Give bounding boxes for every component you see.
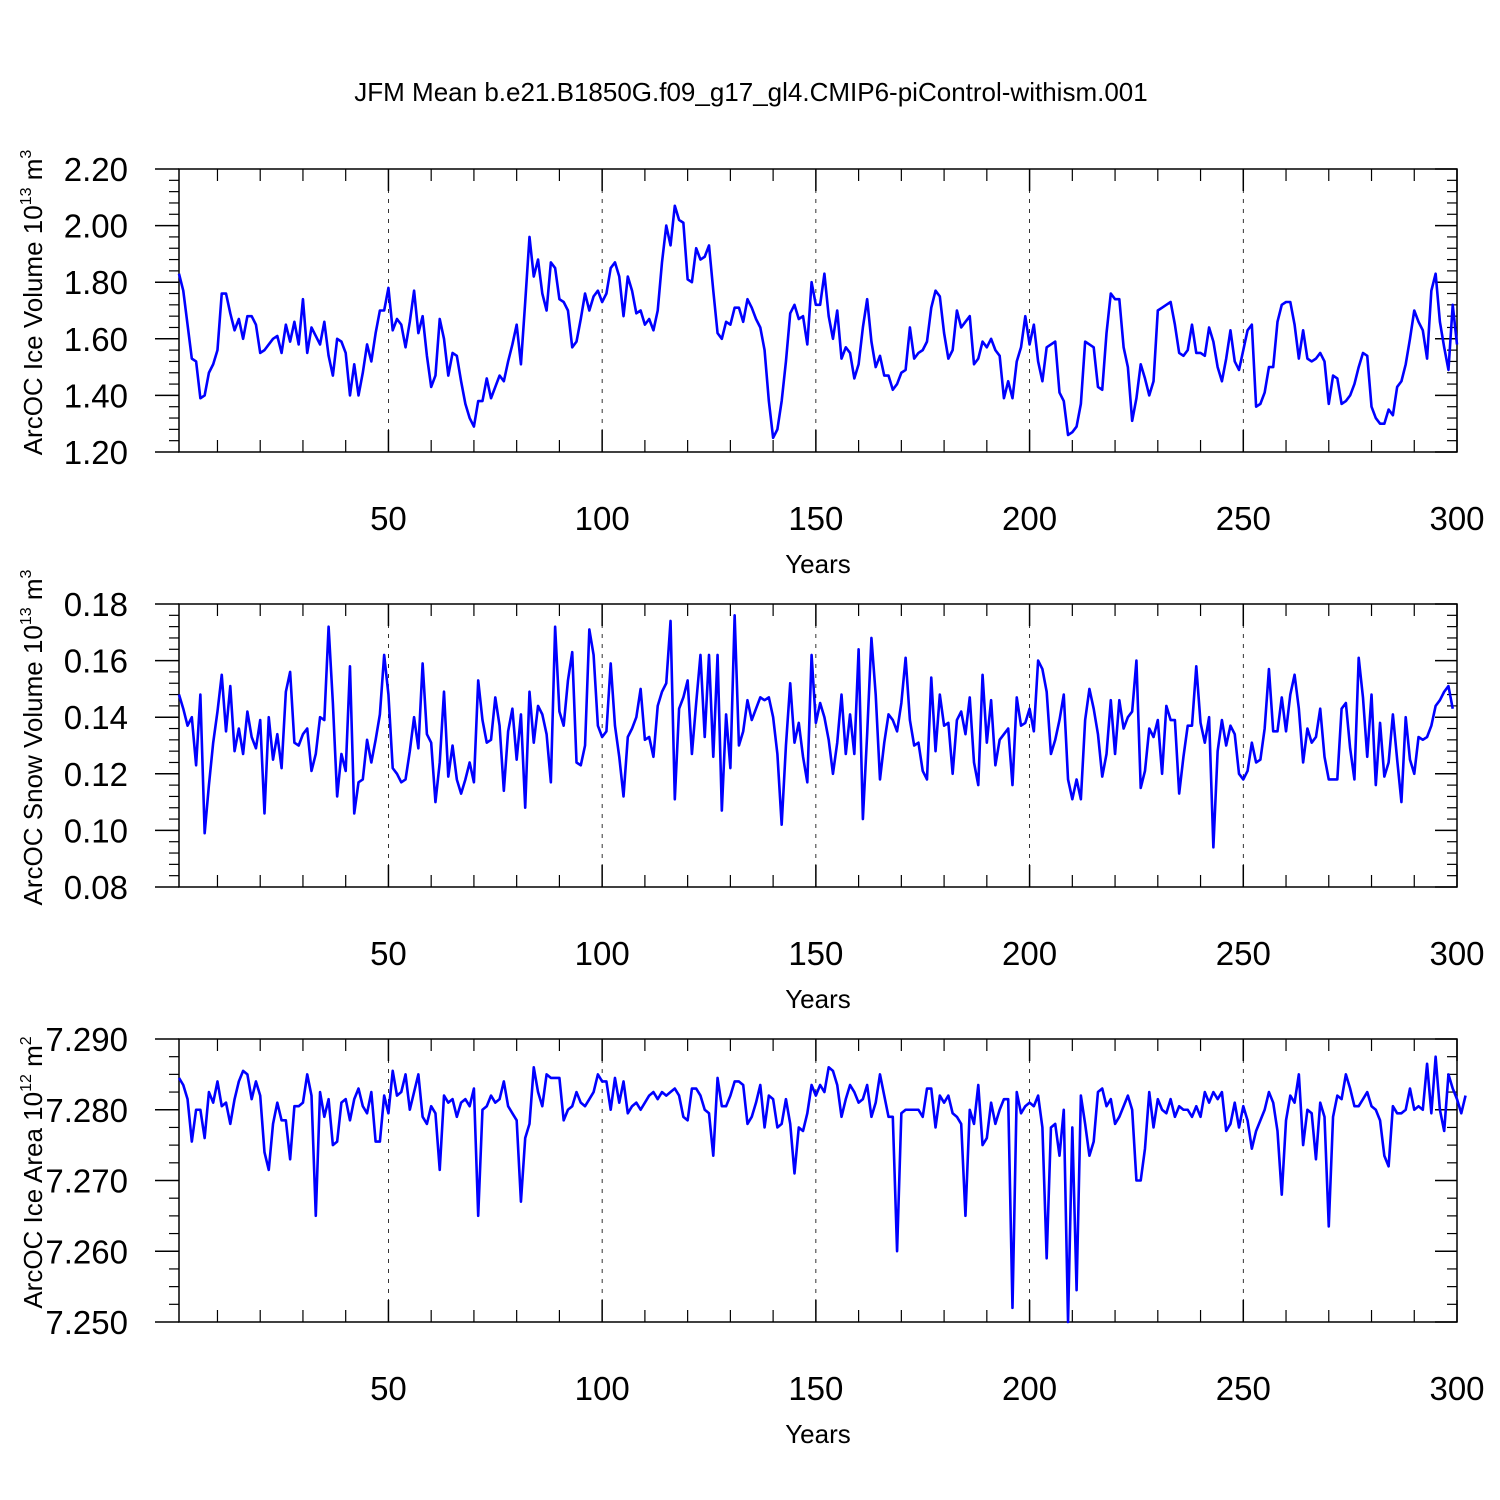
x-tick-label-ice-area: 250 [1216, 1370, 1271, 1407]
y-axis-title-text: m [18, 578, 48, 607]
x-tick-label-ice-area: 300 [1429, 1370, 1484, 1407]
x-tick-label-ice-volume: 100 [575, 500, 630, 537]
panel-ice-volume: 50 100 150 200 250 300 1.20 1.40 1.60 1.80 2.00 2.2… [18, 150, 1485, 579]
x-axis-title-snow-volume: Years [785, 984, 851, 1014]
x-axis-title-ice-area: Years [785, 1419, 851, 1449]
plot-frame-snow-volume [178, 603, 1458, 888]
x-tick-label-snow-volume: 250 [1216, 935, 1271, 972]
y-axis-title-superscript: 3 [18, 569, 35, 578]
x-tick-label-ice-volume: 200 [1002, 500, 1057, 537]
x-tick-label-ice-volume: 50 [370, 500, 407, 537]
x-tick-label-snow-volume: 50 [370, 935, 407, 972]
y-tick-label-ice-volume: 1.80 [64, 264, 128, 301]
x-tick-label-ice-area: 200 [1002, 1370, 1057, 1407]
x-tick-label-snow-volume: 100 [575, 935, 630, 972]
y-axis-title-text: ArcOC Ice Volume 10 [18, 205, 48, 455]
y-tick-label-snow-volume: 0.08 [64, 869, 128, 906]
panel-ice-area: 50 100 150 200 250 300 7.250 7.260 7.270 7.280 7.2… [18, 1021, 1485, 1449]
y-axis-title-superscript: 12 [18, 1074, 35, 1092]
x-tick-label-snow-volume: 200 [1002, 935, 1057, 972]
x-axis-title-ice-volume: Years [785, 549, 851, 579]
y-tick-label-ice-volume: 2.20 [64, 151, 128, 188]
y-tick-label-ice-area: 7.280 [45, 1092, 128, 1129]
x-tick-label-ice-volume: 150 [788, 500, 843, 537]
panel-snow-volume: 50 100 150 200 250 300 0.08 0.10 0.12 0.14 0.16 0.1… [18, 569, 1485, 1014]
plot-frame-ice-area [178, 1038, 1458, 1323]
y-tick-label-snow-volume: 0.16 [64, 643, 128, 680]
y-tick-label-snow-volume: 0.12 [64, 756, 128, 793]
y-tick-label-ice-area: 7.260 [45, 1233, 128, 1270]
y-tick-label-snow-volume: 0.18 [64, 586, 128, 623]
x-tick-label-snow-volume: 150 [788, 935, 843, 972]
panels-group: 50 100 150 200 250 3001.201.401.601.802.002.2… [18, 150, 1485, 1449]
y-axis-title-text: ArcOC Ice Area 10 [18, 1092, 48, 1309]
y-axis-title-text: ArcOC Snow Volume 10 [18, 625, 48, 905]
y-tick-label-ice-area: 7.290 [45, 1021, 128, 1058]
y-axis-title-text: m [18, 1045, 48, 1074]
x-tick-label-ice-area: 100 [575, 1370, 630, 1407]
y-tick-label-snow-volume: 0.10 [64, 812, 128, 849]
y-axis-title-snow-volume: ArcOC Snow Volume 1013 m3 [18, 569, 48, 905]
x-tick-label-ice-area: 150 [788, 1370, 843, 1407]
y-tick-label-ice-volume: 1.40 [64, 377, 128, 414]
y-axis-title-ice-volume: ArcOC Ice Volume 1013 m3 [18, 150, 48, 456]
series-line-ice-area [177, 1055, 1467, 1324]
y-axis-title-text: m [18, 159, 48, 188]
y-axis-title-superscript: 2 [18, 1036, 35, 1045]
x-tick-label-snow-volume: 300 [1429, 935, 1484, 972]
series-line-snow-volume [177, 614, 1455, 849]
y-tick-label-ice-volume: 1.60 [64, 321, 128, 358]
figure-title: JFM Mean b.e21.B1850G.f09_g17_gl4.CMIP6-… [354, 77, 1147, 107]
x-tick-label-ice-area: 50 [370, 1370, 407, 1407]
series-line-ice-volume [177, 204, 1459, 440]
x-tick-label-ice-volume: 250 [1216, 500, 1271, 537]
y-axis-title-superscript: 13 [18, 607, 35, 625]
y-tick-label-ice-volume: 2.00 [64, 208, 128, 245]
y-tick-label-ice-area: 7.250 [45, 1304, 128, 1341]
y-tick-label-snow-volume: 0.14 [64, 699, 128, 736]
y-axis-title-ice-area: ArcOC Ice Area 1012 m2 [18, 1036, 48, 1308]
y-tick-label-ice-volume: 1.20 [64, 434, 128, 471]
y-axis-title-superscript: 13 [18, 187, 35, 205]
y-tick-label-ice-area: 7.270 [45, 1163, 128, 1200]
x-tick-label-ice-volume: 300 [1429, 500, 1484, 537]
plot-frame-ice-volume [178, 168, 1458, 453]
y-axis-title-superscript: 3 [18, 150, 35, 159]
